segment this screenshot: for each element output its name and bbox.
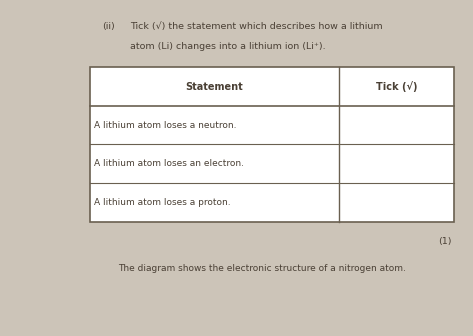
Text: (ii): (ii): [102, 22, 114, 31]
Bar: [90, 67, 454, 222]
Text: atom (Li) changes into a lithium ion (Li⁺).: atom (Li) changes into a lithium ion (Li…: [130, 42, 326, 51]
Text: A lithium atom loses an electron.: A lithium atom loses an electron.: [94, 159, 244, 168]
Text: A lithium atom loses a proton.: A lithium atom loses a proton.: [94, 198, 230, 207]
Text: The diagram shows the electronic structure of a nitrogen atom.: The diagram shows the electronic structu…: [118, 264, 406, 273]
Text: Statement: Statement: [186, 82, 244, 91]
Text: (1): (1): [438, 237, 452, 246]
Text: Tick (√): Tick (√): [376, 81, 418, 92]
Text: A lithium atom loses a neutron.: A lithium atom loses a neutron.: [94, 121, 236, 130]
Text: Tick (√) the statement which describes how a lithium: Tick (√) the statement which describes h…: [130, 22, 383, 31]
